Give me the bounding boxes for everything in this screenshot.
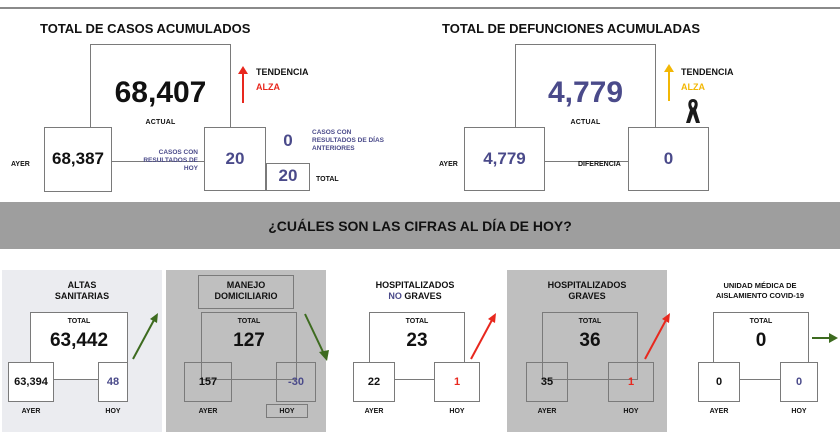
panel-title: MANEJO DOMICILIARIO [214, 280, 278, 301]
panel-ayer-box [184, 362, 232, 402]
cases-total-value: 20 [278, 166, 298, 185]
panel-total-value: 0 [755, 330, 767, 351]
cases-today-value: 20 [225, 149, 245, 168]
deaths-yesterday-box [464, 127, 545, 191]
panel-ayer-label: AYER [709, 408, 729, 415]
deaths-actual-label: ACTUAL [570, 119, 601, 126]
deaths-actual-value: 4,779 [547, 76, 624, 109]
panel-total-value: 23 [406, 330, 428, 351]
top-divider [0, 7, 840, 9]
panel-ayer-label: AYER [198, 408, 218, 415]
cases-today-note: CASOS CON RESULTADOS DE HOY [143, 149, 198, 172]
deaths-diff-value: 0 [663, 149, 674, 168]
panel-hoy-label: HOY [449, 408, 465, 415]
panel-ayer-box [526, 362, 568, 402]
deaths-diff-label: DIFERENCIA [578, 161, 621, 168]
panel-hoy-label: HOY [623, 408, 639, 415]
panel-title: UNIDAD MÉDICA DE AISLAMIENTO COVID-19 [715, 281, 805, 300]
panel-total-label: TOTAL [749, 318, 773, 325]
banner-text: ¿CUÁLES SON LAS CIFRAS AL DÍA DE HOY? [268, 218, 572, 234]
trend-up-arrow-icon [470, 313, 496, 360]
panel-hoy-label-box [266, 404, 308, 418]
panel-ayer-label: AYER [21, 408, 41, 415]
cases-yesterday-label: AYER [11, 161, 30, 168]
panel-title-box [198, 275, 294, 309]
panel-total-label: TOTAL [578, 318, 602, 325]
deaths-title: TOTAL DE DEFUNCIONES ACUMULADAS [442, 21, 701, 36]
panel-hoy-value: 0 [795, 376, 803, 388]
cases-title: TOTAL DE CASOS ACUMULADOS [40, 21, 251, 36]
panel-hoy-value: -30 [288, 376, 304, 388]
cases-today-box [204, 127, 266, 191]
cases-total-label: TOTAL [316, 176, 339, 183]
panel-hospitalizados-graves [507, 270, 667, 432]
panel-hoy-value: 48 [106, 376, 120, 388]
panel-ayer-label: AYER [364, 408, 384, 415]
panel-hoy-box [98, 362, 128, 402]
panel-hoy-label: HOY [279, 408, 295, 415]
panel-ayer-value: 63,394 [14, 376, 48, 388]
panel-total-value: 36 [579, 330, 601, 351]
cases-actual-label: ACTUAL [145, 119, 176, 126]
panel-title-no: NO [388, 291, 402, 301]
panel-total-label: TOTAL [237, 318, 261, 325]
panel-hoy-box [434, 362, 480, 402]
trend-down-arrow-icon [304, 313, 329, 361]
cases-total-box [266, 163, 310, 191]
panel-total-box [542, 312, 638, 380]
cases-prev-note: CASOS CON RESULTADOS DE DÍAS ANTERIORES [312, 129, 384, 152]
cases-actual-value: 68,407 [114, 76, 207, 109]
panel-total-value: 127 [233, 330, 265, 351]
cases-yesterday-value: 68,387 [52, 149, 104, 168]
panel-ayer-value: 0 [715, 376, 723, 388]
panel-hoy-box [780, 362, 818, 402]
panel-total-box [201, 312, 297, 380]
banner [0, 202, 840, 249]
panel-hoy-label: HOY [105, 408, 121, 415]
deaths-trend-value: ALZA [681, 82, 705, 92]
panel-ayer-value: 22 [367, 376, 381, 388]
panel-title: ALTAS SANITARIAS [54, 280, 110, 301]
cases-trend-label: TENDENCIA [256, 67, 309, 77]
trend-right-arrow-icon [812, 333, 838, 343]
panel-total-value: 63,442 [49, 330, 109, 351]
deaths-yesterday-label: AYER [439, 161, 458, 168]
deaths-yesterday-value: 4,779 [483, 149, 526, 168]
panel-total-label: TOTAL [67, 318, 91, 325]
panel-title: HOSPITALIZADOS NO GRAVES [375, 280, 455, 301]
panel-hoy-box [276, 362, 316, 402]
deaths-trend-label: TENDENCIA [681, 67, 734, 77]
panel-total-label: TOTAL [405, 318, 429, 325]
panel-ayer-value: 35 [540, 376, 554, 388]
panel-hoy-value: 1 [627, 376, 635, 388]
trend-up-arrow-icon [644, 313, 670, 360]
deaths-diff-box [628, 127, 709, 191]
panel-title: HOSPITALIZADOS GRAVES [547, 280, 627, 301]
panel-ayer-box [353, 362, 395, 402]
panel-title-graves: GRAVES [401, 291, 442, 301]
panel-hoy-box [608, 362, 654, 402]
panel-ayer-box [8, 362, 54, 402]
panel-ayer-value: 157 [198, 376, 218, 388]
cases-trend-value: ALZA [256, 82, 280, 92]
trend-up-arrow-icon [238, 66, 248, 103]
cases-prev-value: 0 [283, 131, 293, 150]
panel-hoy-label: HOY [791, 408, 807, 415]
trend-up-arrow-icon [132, 313, 158, 360]
mourning-ribbon-icon [686, 99, 700, 123]
cases-yesterday-box [44, 127, 112, 192]
panel-manejo-domiciliario [166, 270, 326, 432]
trend-up-arrow-icon [664, 64, 674, 101]
panel-ayer-label: AYER [537, 408, 557, 415]
panel-hoy-value: 1 [453, 376, 461, 388]
panel-ayer-box [698, 362, 740, 402]
